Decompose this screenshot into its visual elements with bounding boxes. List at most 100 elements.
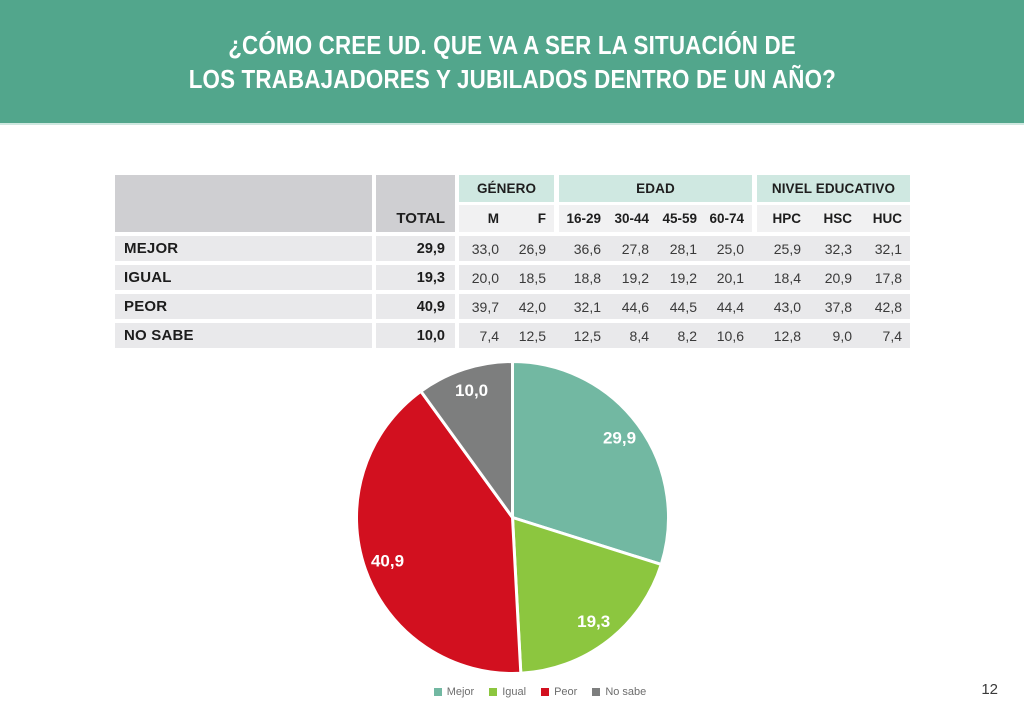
value-cell: 10,6 xyxy=(716,327,744,344)
value-cell: 28,1 xyxy=(669,240,697,257)
column-header: M xyxy=(487,211,499,226)
pie-slice-igual xyxy=(511,516,663,675)
value-cell: 44,5 xyxy=(669,298,697,315)
legend-label: Igual xyxy=(502,686,527,698)
value-cell: 25,0 xyxy=(716,240,744,257)
table-corner-cell xyxy=(115,175,372,232)
total-value-cell: 10,0 xyxy=(376,323,455,348)
pie-chart-svg: 29,9 19,3 40,9 10,0 xyxy=(355,360,670,675)
legend-item-no-sabe: No sabe xyxy=(592,686,646,698)
value-cell: 12,5 xyxy=(573,327,601,344)
value-cell: 32,1 xyxy=(573,298,601,315)
value-cell: 42,0 xyxy=(518,298,546,315)
column-header: 45-59 xyxy=(662,211,697,226)
table-row-igual: IGUAL 19,3 20,0 18,5 18,8 19,2 19,2 20,1 18,4 20,… xyxy=(115,265,910,290)
pie-chart: 29,9 19,3 40,9 10,0 xyxy=(345,350,680,685)
value-cell: 33,0 xyxy=(471,240,499,257)
value-cell: 20,0 xyxy=(471,269,499,286)
chart-legend: Mejor Igual Peor No sabe xyxy=(390,684,690,700)
value-cell: 32,3 xyxy=(824,240,852,257)
column-header: 30-44 xyxy=(614,211,649,226)
legend-item-peor: Peor xyxy=(541,686,577,698)
value-cell: 18,4 xyxy=(773,269,801,286)
total-value-cell: 19,3 xyxy=(376,265,455,290)
value-cell: 27,8 xyxy=(621,240,649,257)
page-number: 12 xyxy=(981,681,998,698)
page-title-line-2: LOS TRABAJADORES Y JUBILADOS DENTRO DE U… xyxy=(188,63,836,94)
table-body: MEJOR 29,9 33,0 26,9 36,6 27,8 28,1 25,0 25,9 32,… xyxy=(115,236,910,348)
column-header: 60-74 xyxy=(709,211,744,226)
column-header: HPC xyxy=(772,211,801,226)
row-values: 33,0 26,9 36,6 27,8 28,1 25,0 25,9 32,3 32,1 xyxy=(459,236,910,261)
row-label: MEJOR xyxy=(115,236,372,261)
legend-label: Peor xyxy=(554,686,578,698)
pie-slice-no-sabe xyxy=(419,360,514,519)
value-cell: 7,4 xyxy=(882,327,902,344)
table-row-peor: PEOR 40,9 39,7 42,0 32,1 44,6 44,5 44,4 43,0 37,8… xyxy=(115,294,910,319)
value-cell: 19,2 xyxy=(621,269,649,286)
subheader-edad: 16-29 30-44 45-59 60-74 xyxy=(559,205,752,232)
pie-slice-peor xyxy=(355,389,523,675)
legend-swatch-icon xyxy=(433,688,442,696)
value-cell: 44,4 xyxy=(716,298,744,315)
value-cell: 8,4 xyxy=(629,327,649,344)
column-header: HSC xyxy=(823,211,852,226)
row-label: PEOR xyxy=(115,294,372,319)
value-cell: 8,2 xyxy=(677,327,697,344)
legend-swatch-icon xyxy=(592,688,601,696)
total-value-cell: 40,9 xyxy=(376,294,455,319)
row-label: IGUAL xyxy=(115,265,372,290)
legend-label: Mejor xyxy=(446,686,475,698)
value-cell: 17,8 xyxy=(874,269,902,286)
legend-item-igual: Igual xyxy=(489,686,526,698)
value-cell: 19,2 xyxy=(669,269,697,286)
pie-slice-value-label: 40,9 xyxy=(371,551,404,570)
subheader-nivel-educativo: HPC HSC HUC xyxy=(757,205,910,232)
total-value-cell: 29,9 xyxy=(376,236,455,261)
value-cell: 25,9 xyxy=(773,240,801,257)
value-cell: 12,5 xyxy=(518,327,546,344)
table-row-mejor: MEJOR 29,9 33,0 26,9 36,6 27,8 28,1 25,0 25,9 32,… xyxy=(115,236,910,261)
row-values: 7,4 12,5 12,5 8,4 8,2 10,6 12,8 9,0 7,4 xyxy=(459,323,910,348)
value-cell: 32,1 xyxy=(874,240,902,257)
value-cell: 43,0 xyxy=(773,298,801,315)
value-cell: 44,6 xyxy=(621,298,649,315)
pie-slice-value-label: 10,0 xyxy=(455,381,488,400)
group-header-genero: GÉNERO xyxy=(459,175,554,202)
column-header: F xyxy=(537,211,546,226)
column-header: HUC xyxy=(872,211,902,226)
value-cell: 39,7 xyxy=(471,298,499,315)
legend-swatch-icon xyxy=(489,688,498,696)
value-cell: 9,0 xyxy=(832,327,852,344)
pie-slice-value-label: 19,3 xyxy=(577,612,610,631)
value-cell: 20,1 xyxy=(716,269,744,286)
table-row-no-sabe: NO SABE 10,0 7,4 12,5 12,5 8,4 8,2 10,6 12,8 9,0 7… xyxy=(115,323,910,348)
value-cell: 42,8 xyxy=(874,298,902,315)
page-title-line-1: ¿CÓMO CREE UD. QUE VA A SER LA SITUACIÓN… xyxy=(228,29,796,60)
value-cell: 37,8 xyxy=(824,298,852,315)
title-banner: ¿CÓMO CREE UD. QUE VA A SER LA SITUACIÓN… xyxy=(0,0,1024,125)
row-values: 20,0 18,5 18,8 19,2 19,2 20,1 18,4 20,9 17,8 xyxy=(459,265,910,290)
pie-slice-value-label: 29,9 xyxy=(603,429,636,448)
value-cell: 20,9 xyxy=(824,269,852,286)
value-cell: 36,6 xyxy=(573,240,601,257)
value-cell: 26,9 xyxy=(518,240,546,257)
legend-item-mejor: Mejor xyxy=(433,686,475,698)
row-values: 39,7 42,0 32,1 44,6 44,5 44,4 43,0 37,8 42,8 xyxy=(459,294,910,319)
pie-slice-mejor xyxy=(511,360,670,566)
row-label: NO SABE xyxy=(115,323,372,348)
value-cell: 18,5 xyxy=(518,269,546,286)
legend-label: No sabe xyxy=(605,686,647,698)
value-cell: 12,8 xyxy=(773,327,801,344)
group-header-nivel-educativo: NIVEL EDUCATIVO xyxy=(757,175,910,202)
column-header: 16-29 xyxy=(566,211,601,226)
value-cell: 18,8 xyxy=(573,269,601,286)
group-header-edad: EDAD xyxy=(559,175,752,202)
total-column-header: TOTAL xyxy=(376,175,455,232)
value-cell: 7,4 xyxy=(479,327,499,344)
legend-swatch-icon xyxy=(541,688,550,696)
